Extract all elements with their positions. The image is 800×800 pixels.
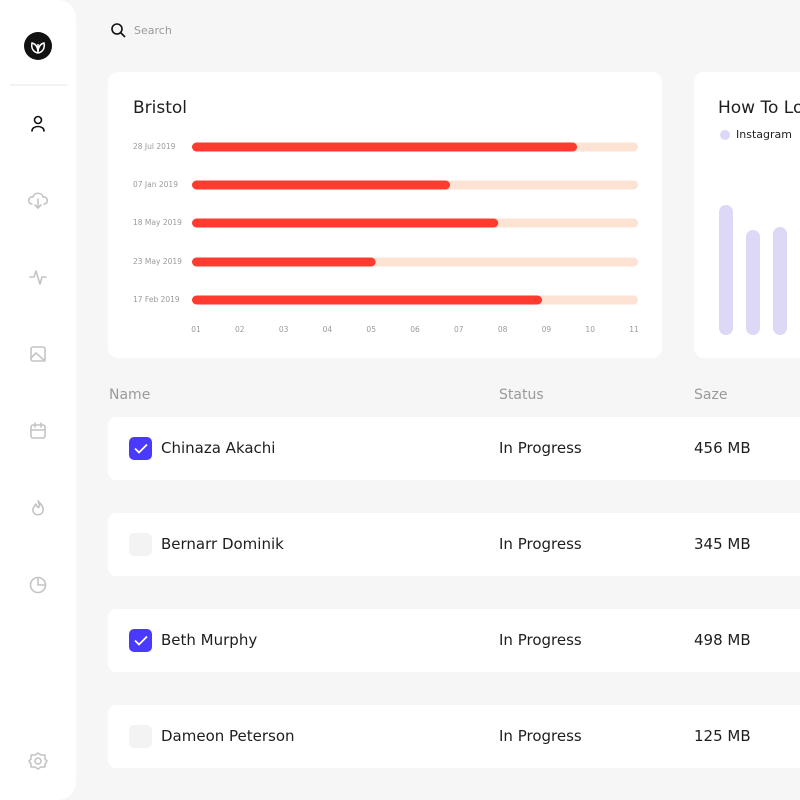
table-cell: Bernarr Dominik (161, 535, 284, 553)
y-tick-label: 18 May 2019 (133, 218, 182, 227)
x-tick-label: 11 (629, 325, 639, 334)
x-tick-label: 06 (410, 325, 420, 334)
checkbox[interactable] (129, 533, 152, 556)
checkbox[interactable] (129, 437, 152, 460)
table-cell: 345 MB (694, 535, 751, 553)
table-cell: 498 MB (694, 631, 751, 649)
x-tick-label: 10 (585, 325, 595, 334)
bar (192, 296, 542, 305)
x-tick-label: 02 (235, 325, 245, 334)
bar (192, 219, 498, 228)
table-cell: In Progress (499, 535, 582, 553)
x-tick-label: 03 (279, 325, 289, 334)
x-tick-label: 09 (542, 325, 552, 334)
table-cell: In Progress (499, 631, 582, 649)
table-cell: 125 MB (694, 727, 751, 745)
table-cell: 456 MB (694, 439, 751, 457)
y-tick-label: 28 Jul 2019 (133, 142, 176, 151)
table-cell: Dameon Peterson (161, 727, 295, 745)
checkbox[interactable] (129, 629, 152, 652)
y-tick-label: 17 Feb 2019 (133, 295, 180, 304)
table-cell: Beth Murphy (161, 631, 257, 649)
column-header: Name (109, 387, 150, 403)
sidebar (0, 0, 76, 800)
x-tick-label: 04 (323, 325, 333, 334)
legend-dot (720, 130, 730, 140)
table-cell: In Progress (499, 727, 582, 745)
bar (192, 181, 450, 190)
y-tick-label: 07 Jan 2019 (133, 180, 178, 189)
x-tick-label: 05 (366, 325, 376, 334)
search[interactable]: Search (112, 24, 172, 37)
x-tick-label: 08 (498, 325, 508, 334)
legend-label: Instagram (736, 128, 792, 141)
checkbox[interactable] (129, 725, 152, 748)
chart-title: Bristol (133, 98, 187, 118)
y-tick-label: 23 May 2019 (133, 257, 182, 266)
chart-title: How To Lo (718, 98, 800, 118)
x-tick-label: 01 (191, 325, 201, 334)
bar (192, 258, 376, 267)
bar (773, 227, 787, 335)
bar (746, 230, 760, 335)
bar (192, 143, 577, 152)
card (108, 72, 662, 358)
table-cell: In Progress (499, 439, 582, 457)
column-header: Status (499, 387, 544, 403)
table-cell: Chinaza Akachi (161, 439, 275, 457)
bar (719, 205, 733, 335)
column-header: Saze (694, 387, 727, 403)
search-placeholder[interactable]: Search (134, 24, 172, 37)
x-tick-label: 07 (454, 325, 464, 334)
